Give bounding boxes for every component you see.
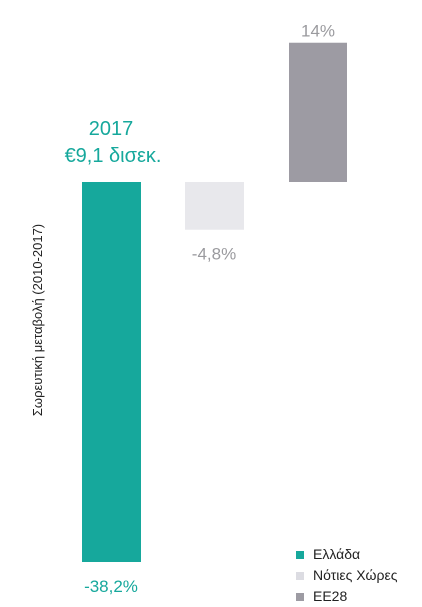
annotation-amount: €9,1 δισεκ. [65,145,162,167]
legend-item-greece: Ελλάδα [296,544,397,565]
legend-label-greece: Ελλάδα [313,546,361,562]
value-label-eu28: 14% [301,22,335,41]
legend-label-southern-countries: Νότιες Χώρες [313,567,398,583]
annotation-year: 2017 [89,118,134,140]
legend-swatch-eu28 [296,592,304,601]
legend-label-eu28: ΕΕ28 [313,588,348,604]
bar-greece [82,182,141,562]
legend: Ελλάδα Νότιες Χώρες ΕΕ28 [296,544,397,607]
legend-item-eu28: ΕΕ28 [296,586,397,607]
y-axis-label: Σωρευτική μεταβολή (2010-2017) [30,224,45,416]
value-label-greece: -38,2% [84,577,138,596]
bars-layer [82,42,347,562]
labels-layer: -38,2% -4,8% 14% [84,22,335,596]
legend-swatch-southern-countries [296,571,304,580]
value-label-southern-countries: -4,8% [192,245,236,264]
bar-southern-countries [185,182,244,230]
bar-eu28 [289,42,347,182]
legend-item-southern-countries: Νότιες Χώρες [296,565,397,586]
legend-swatch-greece [296,550,304,559]
